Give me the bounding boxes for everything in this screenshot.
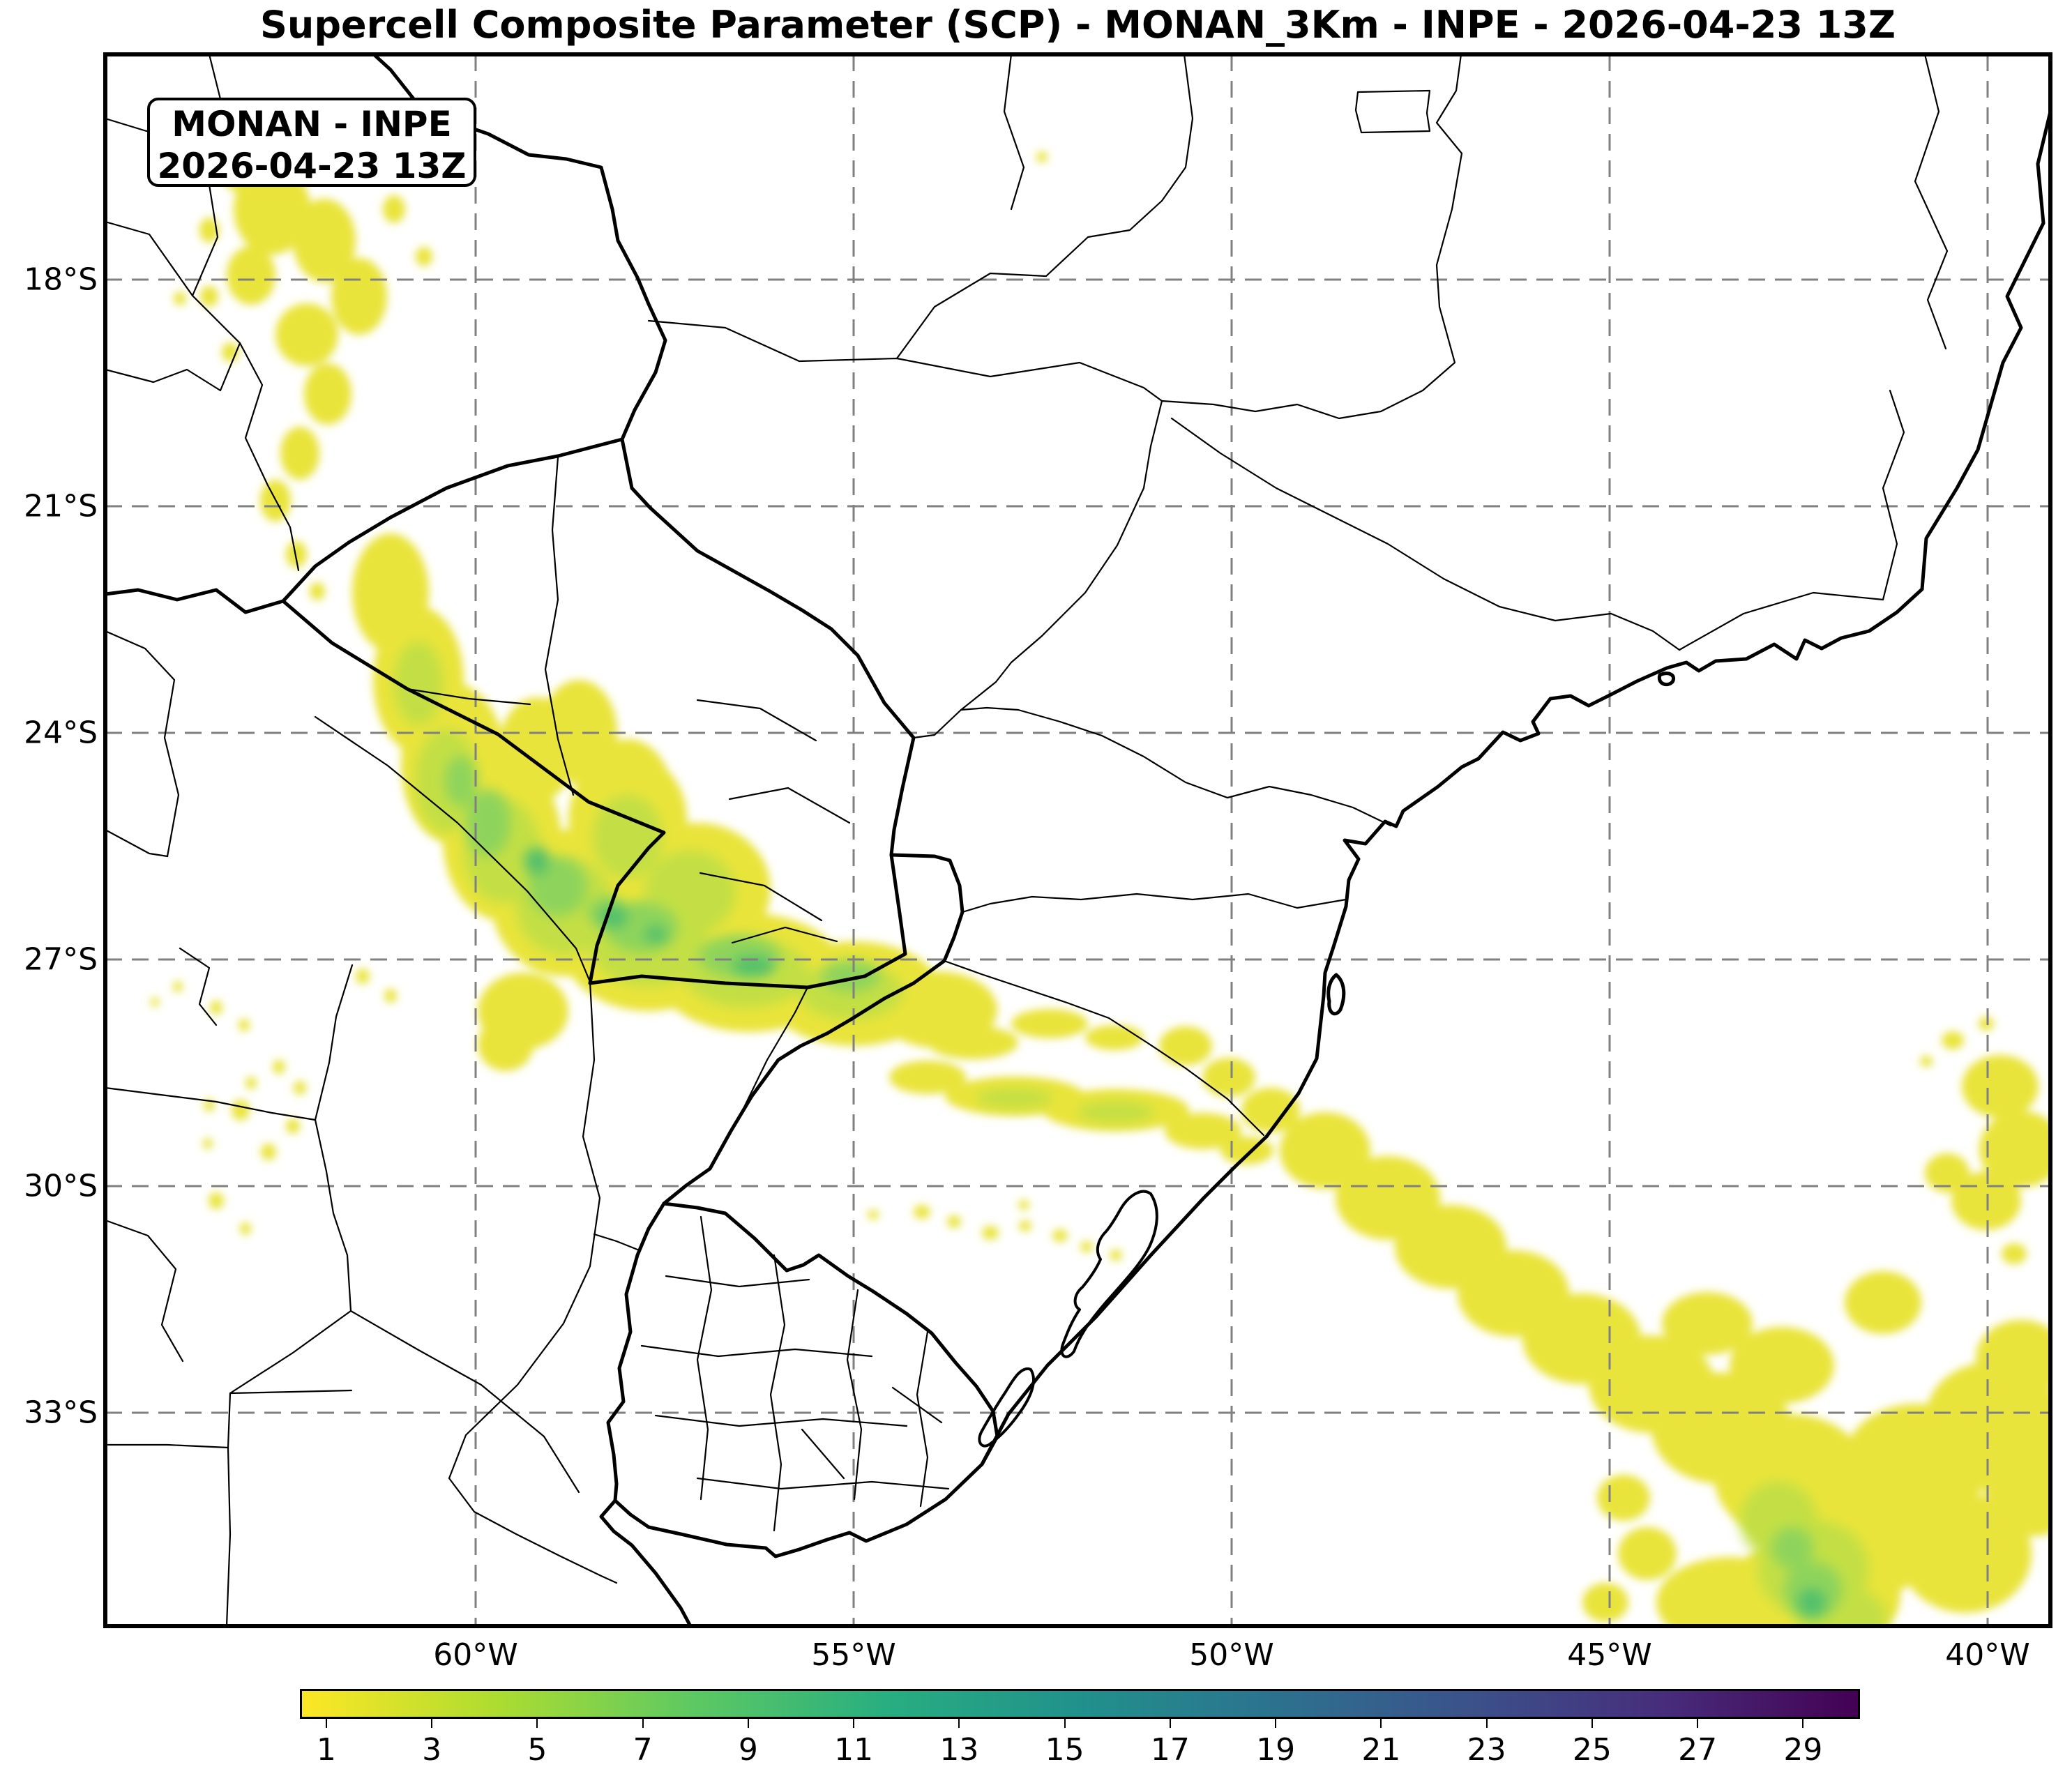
- page-title: Supercell Composite Parameter (SCP) - MO…: [260, 3, 1896, 47]
- colorbar-tick: [1591, 1717, 1593, 1728]
- colorbar-tick: [431, 1717, 433, 1728]
- lon-tick-label: 50°W: [1189, 1637, 1274, 1673]
- graticule: [105, 54, 2050, 1626]
- colorbar-tick-label: 5: [527, 1732, 547, 1768]
- colorbar-tick-label: 25: [1572, 1732, 1612, 1768]
- annotation-datetime: 2026-04-23 13Z: [157, 146, 467, 186]
- lon-tick-label: 40°W: [1945, 1637, 2030, 1673]
- colorbar-tick: [1697, 1717, 1699, 1728]
- country-borders: [105, 54, 999, 1503]
- model-run-annotation: MONAN - INPE 2026-04-23 13Z: [147, 98, 476, 187]
- colorbar-tick-label: 11: [834, 1732, 874, 1768]
- colorbar-tick-label: 21: [1361, 1732, 1401, 1768]
- scp-field: [151, 151, 2050, 1626]
- lat-tick-label: 33°S: [24, 1395, 98, 1431]
- coastline: [599, 109, 2050, 1626]
- colorbar-tick-label: 7: [633, 1732, 653, 1768]
- lat-tick-label: 30°S: [24, 1168, 98, 1204]
- colorbar-tick-label: 3: [422, 1732, 442, 1768]
- colorbar-tick: [853, 1717, 855, 1728]
- colorbar-tick-label: 13: [939, 1732, 979, 1768]
- colorbar-gradient: [302, 1691, 1858, 1717]
- colorbar-tick-label: 9: [738, 1732, 758, 1768]
- colorbar-tick: [1064, 1717, 1066, 1728]
- lat-tick-label: 18°S: [24, 261, 98, 298]
- colorbar-tick: [325, 1717, 327, 1728]
- colorbar-tick: [1802, 1717, 1804, 1728]
- colorbar-tick: [958, 1717, 960, 1728]
- colorbar: [300, 1689, 1860, 1719]
- colorbar-tick-label: 19: [1256, 1732, 1296, 1768]
- lon-tick-label: 45°W: [1567, 1637, 1652, 1673]
- colorbar-tick: [1380, 1717, 1382, 1728]
- colorbar-tick-label: 23: [1467, 1732, 1506, 1768]
- plot-border: [103, 52, 2052, 1628]
- colorbar-tick: [1275, 1717, 1277, 1728]
- annotation-model: MONAN - INPE: [172, 104, 452, 144]
- lat-tick-label: 27°S: [24, 941, 98, 978]
- scp-low-cells: [151, 151, 2050, 1626]
- lon-tick-label: 60°W: [433, 1637, 518, 1673]
- colorbar-tick: [1169, 1717, 1171, 1728]
- colorbar-tick: [536, 1717, 538, 1728]
- colorbar-tick-label: 29: [1783, 1732, 1823, 1768]
- colorbar-tick-label: 17: [1150, 1732, 1190, 1768]
- lat-tick-label: 21°S: [24, 488, 98, 524]
- colorbar-tick-label: 1: [316, 1732, 336, 1768]
- colorbar-tick-label: 15: [1045, 1732, 1084, 1768]
- state-borders: [105, 54, 1949, 1626]
- colorbar-tick-label: 27: [1678, 1732, 1718, 1768]
- colorbar-tick: [1485, 1717, 1488, 1728]
- colorbar-tick: [747, 1717, 749, 1728]
- lat-tick-label: 24°S: [24, 715, 98, 751]
- lon-tick-label: 55°W: [811, 1637, 896, 1673]
- colorbar-tick: [642, 1717, 644, 1728]
